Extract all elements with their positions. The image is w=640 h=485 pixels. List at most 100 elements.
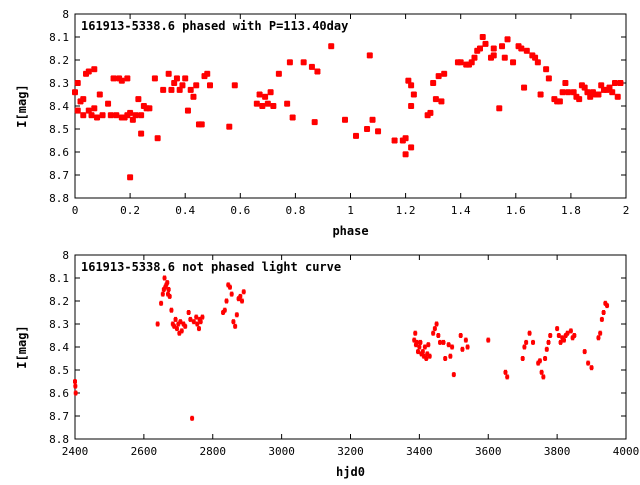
phased-x-ticks: 0 0.2 0.4 0.6 0.8 1 1.2 1.4 1.6 1.8 2 [72,14,630,217]
data-point [99,112,106,119]
data-point [369,116,376,123]
data-point [135,96,142,103]
data-point [559,89,566,96]
data-point [173,75,180,82]
data-point [510,59,517,66]
data-point [446,342,451,348]
data-point [436,333,441,338]
data-point [458,333,463,338]
phased-data-points [72,34,624,181]
data-point [168,86,175,93]
x-tick-label: 2 [623,204,630,217]
data-point [617,80,624,86]
unphased-data-points [73,275,610,421]
data-point [611,80,618,86]
x-tick-label: 3000 [268,445,295,458]
data-point [238,293,243,299]
data-point [413,330,418,336]
data-point [195,321,200,327]
data-point [565,330,570,336]
data-point [605,303,610,309]
data-point [402,151,409,158]
data-point [562,80,569,86]
data-point [300,59,307,66]
data-point [499,43,506,50]
data-point [408,103,415,109]
data-point [262,93,269,100]
data-point [178,319,183,325]
data-point [166,287,171,292]
data-point [434,321,439,327]
data-point [286,59,293,66]
data-point [375,128,382,135]
data-point [505,374,510,380]
data-point [422,344,427,350]
data-point [431,330,436,336]
y-tick-label: 8.6 [49,146,69,159]
data-point [504,36,511,43]
data-point [167,293,172,299]
y-tick-label: 8 [62,249,69,262]
data-point [289,114,296,121]
data-point [275,70,282,77]
data-point [234,312,239,318]
data-point [570,335,575,341]
data-point [204,70,211,77]
data-point [188,316,193,322]
data-point [194,314,199,320]
y-tick-label: 8.3 [49,77,69,90]
data-point [240,298,245,304]
x-tick-label: 1.2 [396,204,416,217]
data-point [198,319,203,325]
data-point [448,353,453,359]
data-point [341,116,348,123]
x-tick-label: 2400 [62,445,89,458]
data-point [534,59,541,66]
x-tick-label: 0.4 [175,204,195,217]
data-point [536,360,541,366]
data-point [427,109,434,116]
data-point [94,114,101,121]
data-point [563,333,568,338]
data-point [451,372,456,378]
data-point [138,112,145,119]
data-point [159,300,164,306]
data-point [408,144,415,151]
data-point [229,291,234,297]
data-point [586,360,591,366]
data-point [85,68,92,75]
data-point [74,107,81,114]
x-tick-label: 0.6 [230,204,250,217]
y-tick-label: 8.6 [49,387,69,400]
data-point [521,84,528,91]
y-tick-label: 8.4 [49,100,69,113]
y-tick-label: 8.5 [49,123,69,136]
data-point [443,356,448,361]
data-point [118,77,125,84]
data-point [132,112,139,119]
unphased-y-ticks: 8 8.1 8.2 8.3 8.4 8.5 8.6 8.7 8.8 [49,249,626,446]
data-point [165,291,170,297]
data-point [546,339,551,345]
data-point [432,96,439,103]
data-point [80,96,87,103]
y-tick-label: 8.2 [49,295,69,308]
data-point [410,91,417,98]
data-point [532,54,539,61]
data-point [85,107,92,114]
data-point [391,137,398,144]
data-point [490,52,497,59]
x-tick-label: 2600 [131,445,158,458]
data-point [73,390,78,396]
data-point [169,307,174,313]
data-point [193,82,200,89]
data-point [460,346,465,352]
unphased-y-axis-label: I[mag] [15,325,29,368]
data-point [155,321,160,327]
phased-plot-frame [74,13,627,199]
unphased-plot-frame [74,254,627,440]
x-tick-label: 3400 [406,445,433,458]
data-point [88,112,95,119]
